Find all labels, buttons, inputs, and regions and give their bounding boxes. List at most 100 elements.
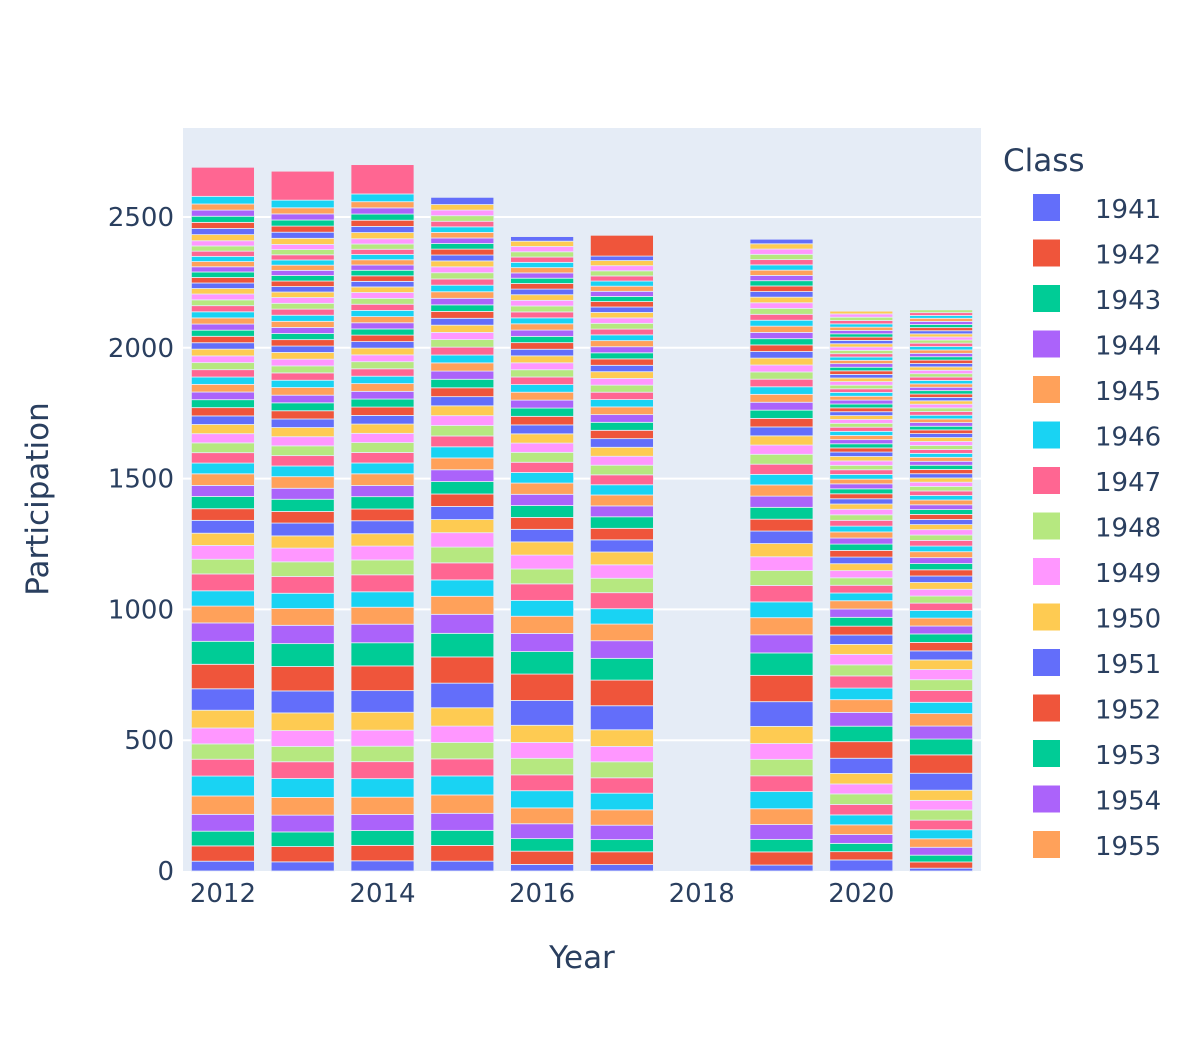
bar-segment	[749, 275, 814, 282]
bar-segment	[749, 285, 814, 292]
bar-segment	[909, 563, 974, 571]
bar-segment	[350, 322, 415, 330]
bar-segment	[589, 777, 654, 794]
bar-segment	[430, 260, 495, 268]
bar-segment	[430, 272, 495, 280]
bar-segment	[749, 259, 814, 266]
bar-segment	[749, 332, 814, 340]
bar-segment	[270, 465, 335, 478]
bar-segment	[909, 625, 974, 635]
bar-segment	[749, 371, 814, 380]
bar-segment	[909, 317, 974, 322]
bar-segment	[589, 340, 654, 348]
bar-segment	[270, 249, 335, 256]
bar-segment	[909, 376, 974, 381]
bar-segment	[270, 225, 335, 233]
bar-segment	[829, 757, 894, 774]
bar-segment	[589, 421, 654, 431]
bar-segment	[270, 643, 335, 667]
bar-segment	[430, 354, 495, 364]
bar-segment	[510, 369, 575, 378]
bar-segment	[510, 272, 575, 279]
bar-segment	[749, 307, 814, 315]
bar-segment	[909, 330, 974, 335]
x-tick-label: 2012	[190, 879, 256, 909]
bar-segment	[350, 328, 415, 336]
bar-segment	[510, 615, 575, 634]
bar-segment	[270, 402, 335, 412]
bar-segment	[829, 525, 894, 533]
bar-segment	[430, 493, 495, 507]
bar-segment	[190, 329, 255, 337]
bar-segment	[430, 632, 495, 658]
bar-segment	[829, 514, 894, 521]
bar-segment	[350, 844, 415, 862]
bar-segment	[749, 238, 814, 245]
bar-segment	[510, 407, 575, 417]
bar-segment	[749, 851, 814, 866]
bar-segment	[749, 473, 814, 486]
bar-segment	[270, 358, 335, 367]
bar-segment	[909, 679, 974, 691]
bar-segment	[749, 401, 814, 411]
bar-segment	[829, 377, 894, 383]
bar-segment	[829, 493, 894, 500]
bar-segment	[190, 532, 255, 546]
bar-segment	[430, 304, 495, 312]
bar-segment	[589, 290, 654, 297]
bar-segment	[430, 656, 495, 684]
bar-segment	[510, 246, 575, 253]
bar-segment	[190, 166, 255, 197]
bar-segment	[270, 291, 335, 298]
bar-segment	[829, 644, 894, 655]
bar-segment	[909, 321, 974, 325]
bar-segment	[829, 474, 894, 480]
bar-segment	[430, 469, 495, 482]
bar-segment	[589, 399, 654, 408]
bar-segment	[350, 830, 415, 846]
bar-segment	[909, 324, 974, 329]
bar-segment	[909, 650, 974, 661]
bar-segment	[749, 743, 814, 760]
legend-entry: 1947	[1095, 468, 1161, 498]
bar-segment	[270, 308, 335, 316]
bar-segment	[510, 261, 575, 269]
bar-segment	[430, 248, 495, 256]
bar-segment	[430, 331, 495, 341]
bar-segment	[589, 539, 654, 553]
bar-segment	[749, 338, 814, 346]
bar-segment	[909, 738, 974, 756]
bar-segment	[909, 437, 974, 442]
bar-segment	[510, 323, 575, 331]
legend-swatch	[1033, 285, 1060, 312]
bar-segment	[190, 342, 255, 350]
bar-segment	[350, 275, 415, 282]
bar-segment	[350, 225, 415, 233]
bar-segment	[270, 535, 335, 549]
bar-segment	[270, 207, 335, 215]
bar-segment	[829, 419, 894, 424]
bar-segment	[510, 517, 575, 530]
bar-segment	[589, 391, 654, 400]
y-tick-label: 500	[124, 726, 174, 756]
bar-segment	[510, 329, 575, 337]
bar-segment	[190, 383, 255, 393]
bar-segment	[909, 477, 974, 483]
bar-segment	[829, 741, 894, 759]
bar-segment	[909, 422, 974, 427]
bar-segment	[350, 559, 415, 576]
bar-segment	[909, 327, 974, 332]
bar-segment	[270, 320, 335, 328]
bar-segment	[909, 356, 974, 361]
bar-segment	[350, 591, 415, 608]
bar-segment	[350, 254, 415, 261]
bar-segment	[749, 409, 814, 419]
bar-segment	[510, 757, 575, 776]
bar-segment	[270, 219, 335, 227]
legend-entry: 1948	[1095, 514, 1161, 544]
bar-segment	[589, 564, 654, 579]
bar-segment	[430, 829, 495, 846]
bar-segment	[350, 473, 415, 486]
bar-segment	[589, 792, 654, 811]
bar-segment	[510, 850, 575, 865]
